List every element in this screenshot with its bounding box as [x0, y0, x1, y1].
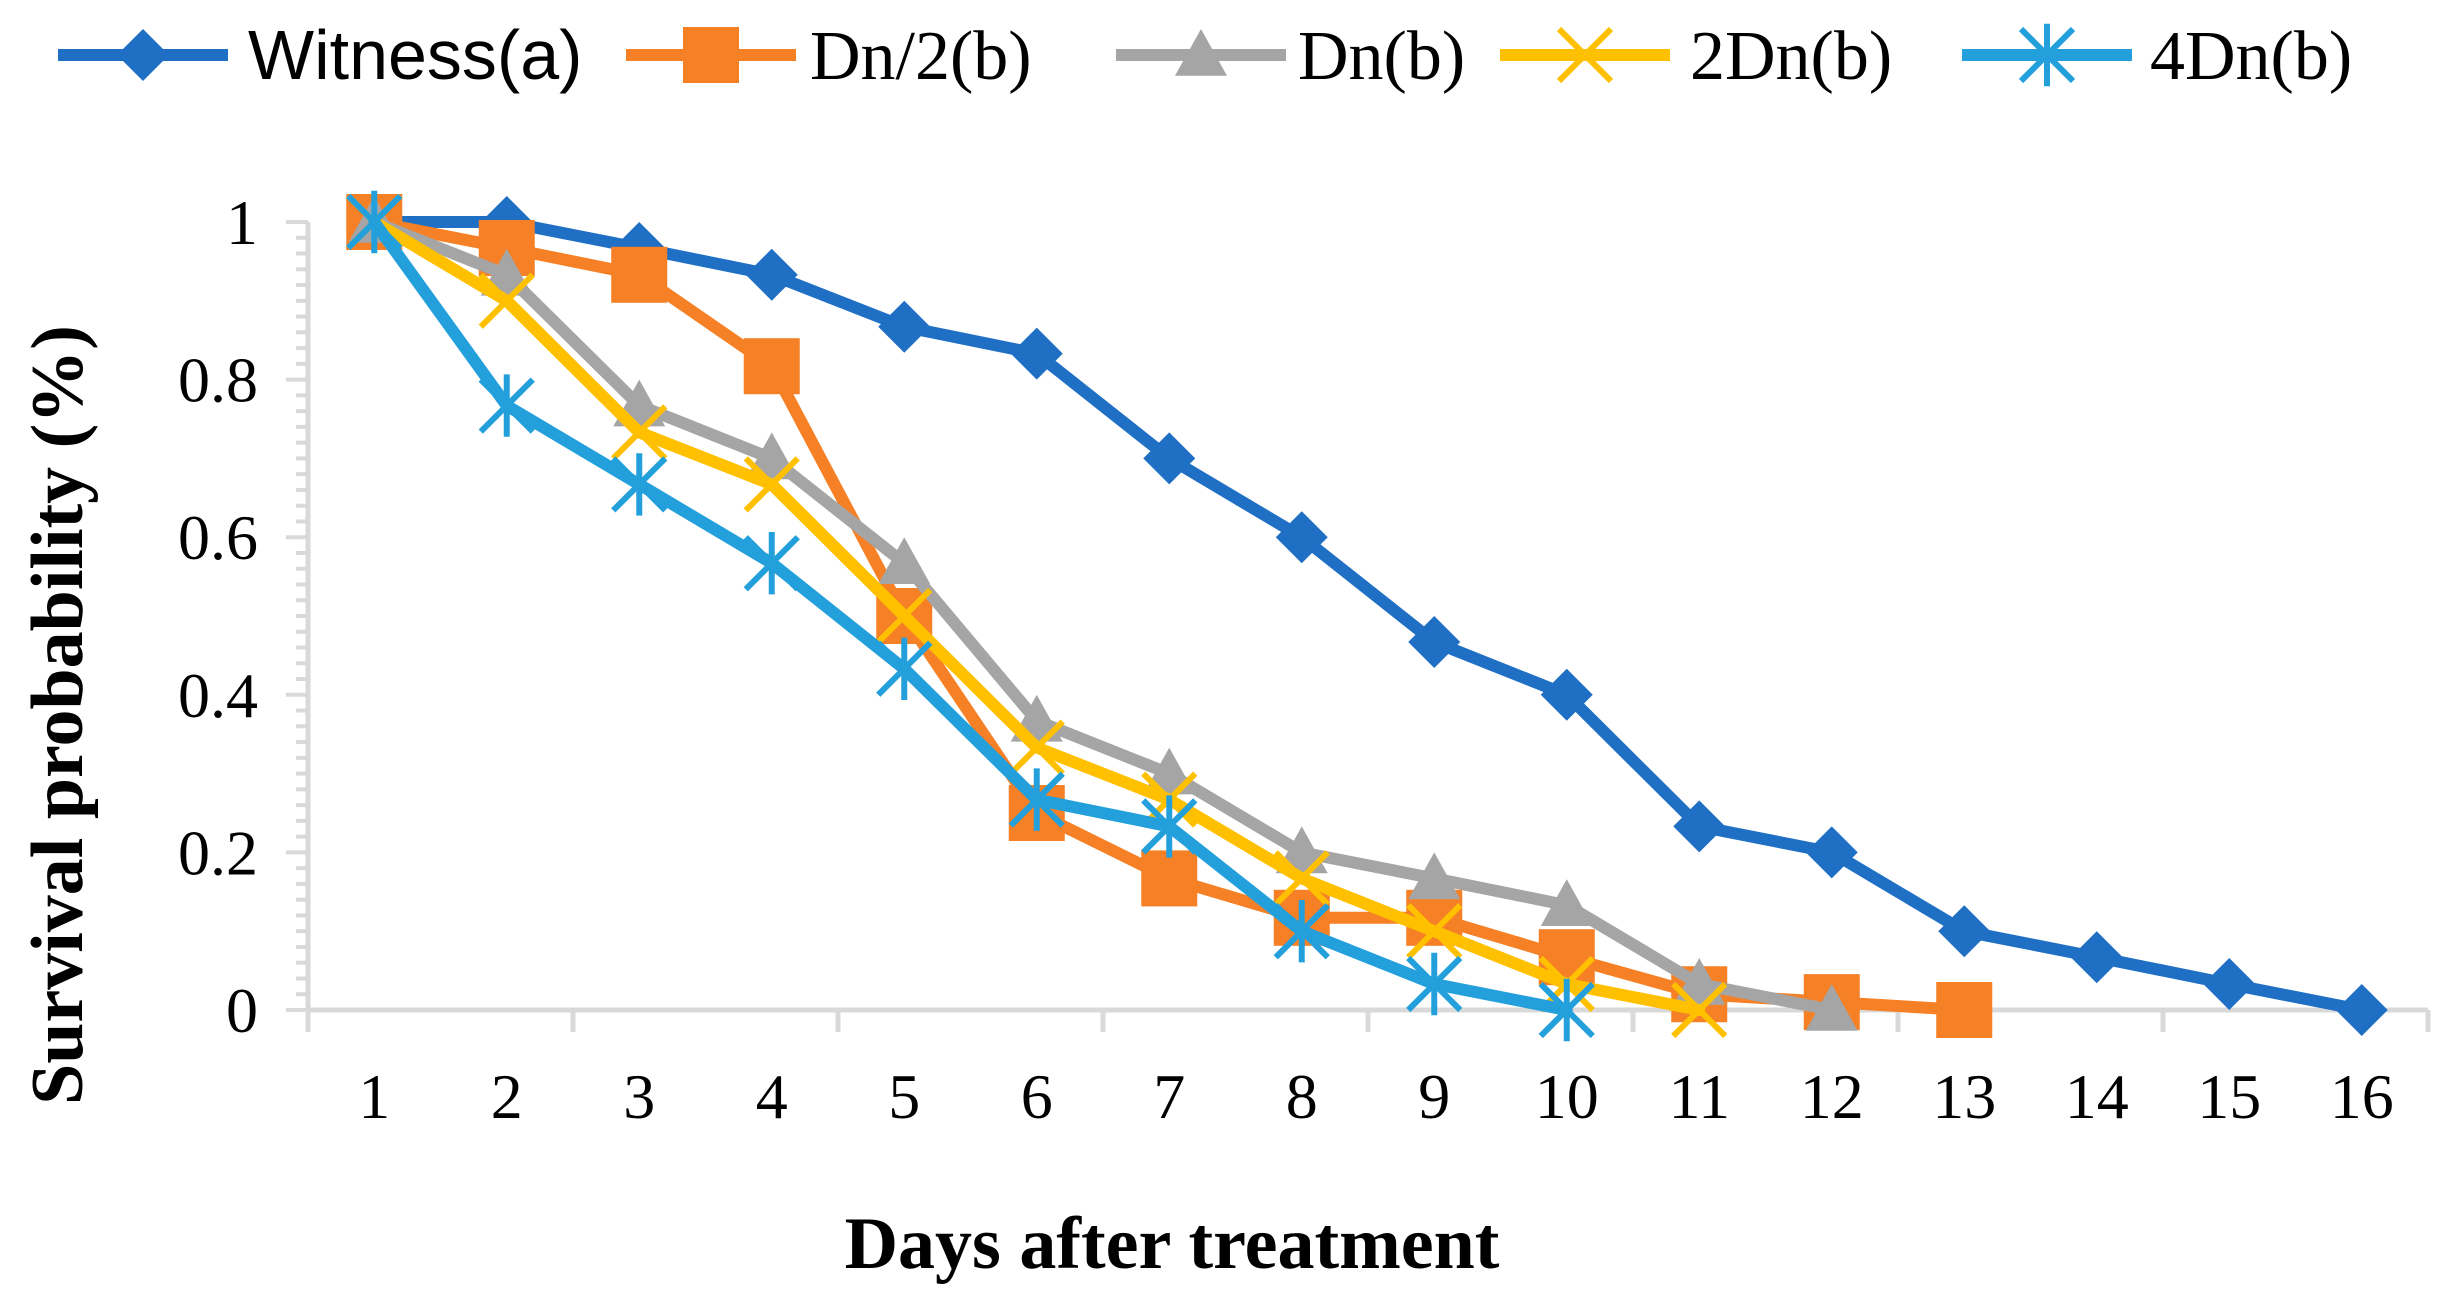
data-point-x — [1406, 903, 1463, 960]
data-point-x — [611, 404, 668, 461]
data-point-triangle — [1540, 879, 1593, 926]
x-stroke — [478, 272, 535, 329]
series-layer — [346, 190, 2388, 1042]
data-point-diamond — [745, 248, 798, 301]
data-point-star — [2018, 23, 2076, 87]
legend-label: 4Dn(b) — [2150, 18, 2352, 95]
data-point-diamond — [1275, 511, 1328, 564]
axes: 00.20.40.60.811 2 3 4 5 6 7 8 9 10 11 12 13 14 15 16 — [178, 187, 2431, 1132]
data-point-star — [743, 532, 800, 595]
data-point-triangle — [1408, 852, 1461, 900]
data-point-diamond — [2335, 984, 2388, 1036]
data-point-square — [683, 27, 739, 83]
data-point-square — [1141, 850, 1198, 907]
series-line — [368, 216, 1573, 1016]
data-point-star — [1406, 952, 1463, 1016]
data-point-diamond — [2070, 931, 2123, 984]
data-point-star — [478, 374, 535, 437]
x-stroke — [611, 404, 668, 461]
y-tick-label: 0.2 — [178, 817, 258, 888]
data-point-triangle — [1805, 984, 1858, 1031]
x-tick-label: 8 — [1286, 1061, 1318, 1132]
data-point-diamond — [117, 29, 169, 81]
legend-label: Dn(b) — [1298, 18, 1465, 95]
data-point-diamond — [2203, 957, 2256, 1010]
x-axis-title: Days after treatment — [845, 1203, 1500, 1285]
legend-item: Dn(b) — [1116, 18, 1465, 95]
data-point-square — [1936, 982, 1993, 1038]
data-point-x — [743, 456, 800, 513]
data-point-x — [1556, 26, 1614, 84]
data-point-diamond — [1408, 616, 1461, 669]
data-point-star — [1141, 795, 1198, 858]
legend-label: 2Dn(b) — [1690, 18, 1892, 95]
x-tick-label: 11 — [1668, 1061, 1730, 1132]
x-tick-label: 6 — [1021, 1061, 1053, 1132]
legend-item: Dn/2(b) — [626, 18, 1032, 95]
x-tick-label: 4 — [756, 1061, 788, 1132]
data-point-star — [1538, 978, 1595, 1042]
x-stroke — [876, 587, 933, 645]
y-tick-label: 0.8 — [178, 345, 258, 416]
legend-item: Witness(a) — [58, 16, 582, 94]
series-line — [368, 216, 2368, 1016]
y-tick-label: 0 — [226, 975, 258, 1046]
x-tick-label: 3 — [623, 1061, 655, 1132]
series-4Dn(b) — [346, 190, 1595, 1042]
data-point-diamond — [1010, 327, 1063, 380]
data-point-x — [1671, 981, 1728, 1039]
series-line — [368, 216, 1838, 1016]
x-stroke — [1008, 719, 1065, 776]
data-point-triangle — [1175, 29, 1227, 76]
data-point-star — [346, 190, 403, 254]
data-point-square — [611, 246, 668, 303]
series-Dn/2(b) — [346, 194, 1993, 1038]
data-point-diamond — [1805, 826, 1858, 879]
x-tick-label: 15 — [2197, 1061, 2261, 1132]
x-tick-label: 2 — [491, 1061, 523, 1132]
data-point-diamond — [1540, 668, 1593, 721]
data-point-x — [1008, 719, 1065, 776]
data-point-star — [1273, 900, 1330, 963]
y-axis-title: Survival probability (%) — [17, 325, 99, 1105]
data-point-triangle — [878, 537, 931, 585]
x-tick-label: 1 — [358, 1061, 390, 1132]
series-Dn(b) — [348, 196, 1858, 1031]
x-stroke — [1671, 981, 1728, 1039]
legend-item: 2Dn(b) — [1500, 18, 1892, 95]
data-point-star — [1008, 768, 1065, 831]
x-tick-label: 10 — [1535, 1061, 1599, 1132]
legend: Witness(a) Dn/2(b) Dn(b) 2Dn(b) 4Dn(b) — [58, 16, 2352, 95]
x-tick-label: 16 — [2330, 1061, 2394, 1132]
x-tick-label: 7 — [1153, 1061, 1185, 1132]
data-point-star — [611, 453, 668, 516]
data-point-diamond — [1673, 800, 1726, 853]
y-tick-label: 1 — [226, 187, 258, 258]
legend-label: Witness(a) — [248, 16, 582, 94]
legend-item: 4Dn(b) — [1962, 18, 2352, 95]
data-point-x — [876, 587, 933, 645]
data-point-x — [1273, 850, 1330, 907]
legend-label: Dn/2(b) — [810, 18, 1032, 95]
x-tick-label: 12 — [1800, 1061, 1864, 1132]
y-tick-label: 0.4 — [178, 660, 258, 731]
x-tick-label: 13 — [1932, 1061, 1996, 1132]
x-tick-label: 5 — [888, 1061, 920, 1132]
y-tick-label: 0.6 — [178, 502, 258, 573]
data-point-diamond — [878, 300, 931, 353]
x-tick-label: 9 — [1418, 1061, 1450, 1132]
x-stroke — [1406, 903, 1463, 960]
data-point-square — [743, 338, 800, 395]
data-point-diamond — [1143, 432, 1196, 485]
data-point-x — [478, 272, 535, 329]
data-point-star — [876, 637, 933, 700]
x-stroke — [743, 456, 800, 513]
data-point-diamond — [1938, 905, 1991, 958]
x-stroke — [1556, 26, 1614, 84]
x-stroke — [1273, 850, 1330, 907]
x-tick-label: 14 — [2065, 1061, 2129, 1132]
